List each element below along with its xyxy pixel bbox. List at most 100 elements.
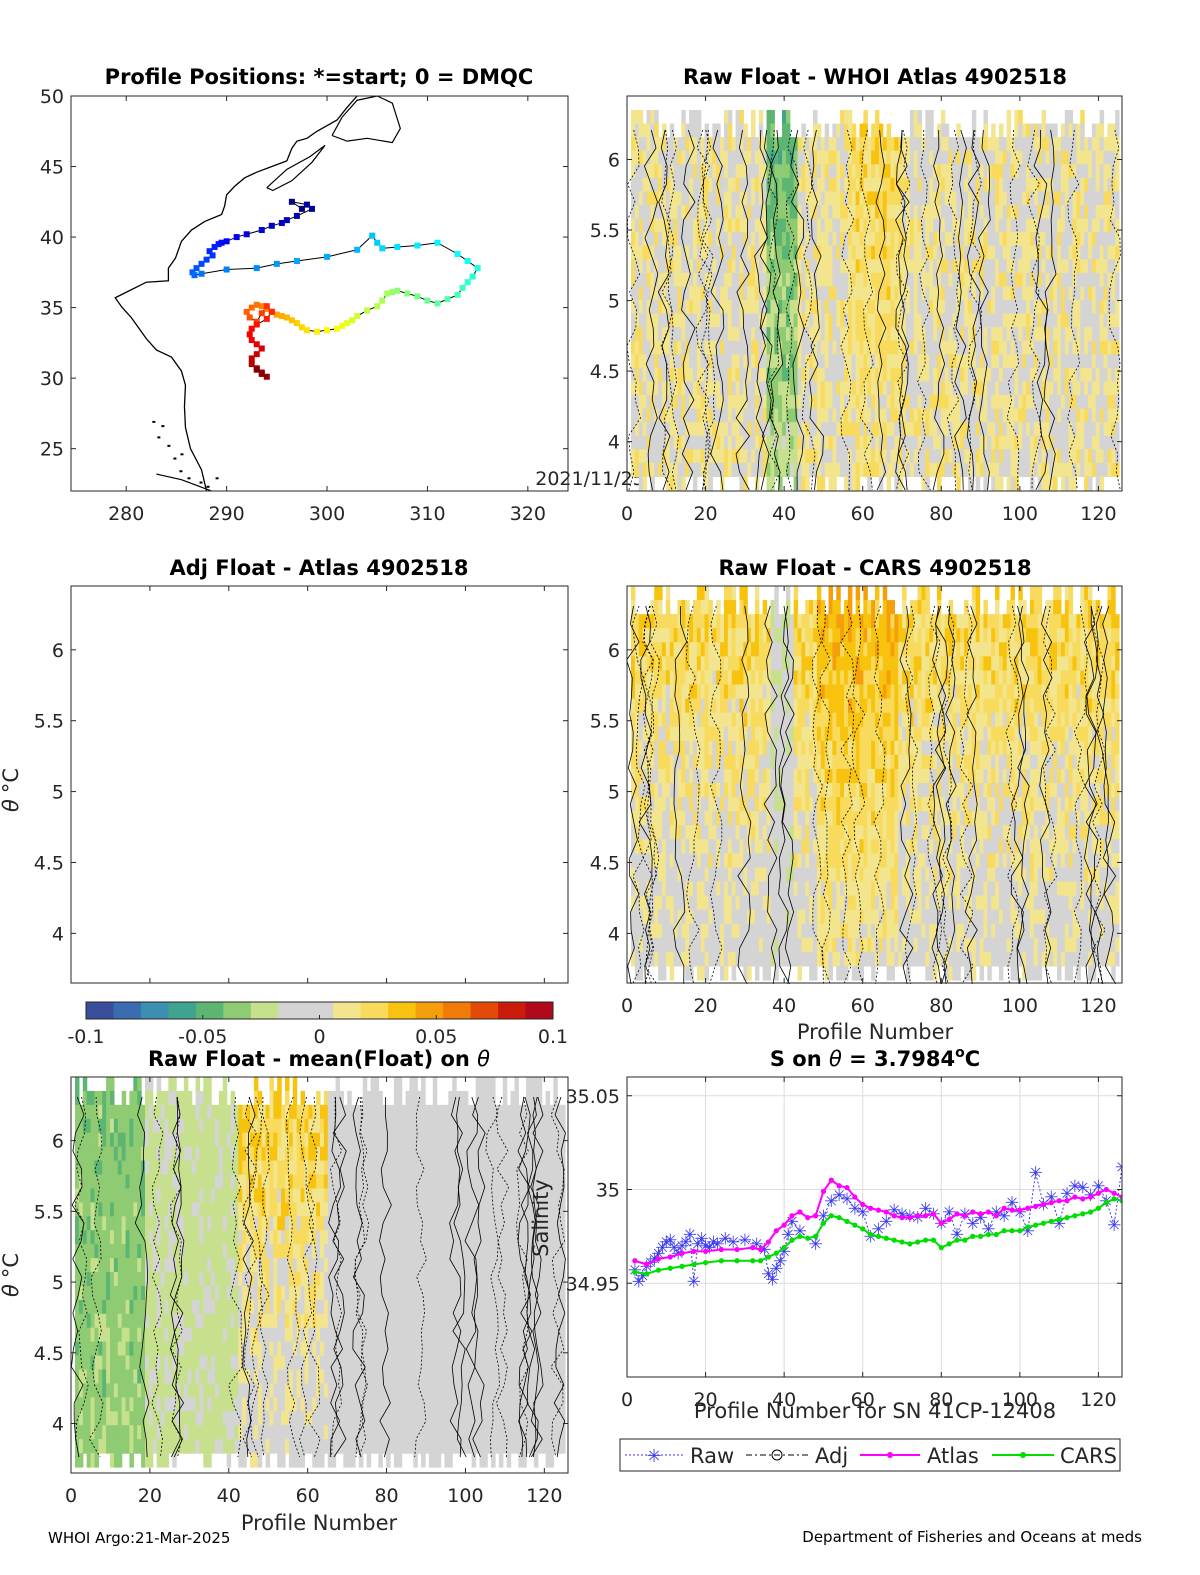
heatmap-cell [844,435,849,450]
heatmap-cell [654,670,659,686]
heatmap-cell [1064,137,1070,152]
heatmap-cell [704,586,710,601]
heatmap-cell [871,327,876,342]
heatmap-cell [836,381,841,396]
heatmap-cell [925,300,930,315]
heatmap-cell [844,164,849,179]
heatmap-cell [658,586,663,601]
heatmap-cell [1095,300,1101,315]
heatmap-cell [1095,408,1101,423]
heatmap-cell [1115,272,1120,288]
heatmap-cell [716,449,721,464]
heatmap-cell [642,923,648,939]
heatmap-cell [735,232,741,247]
heatmap-cell [766,476,772,491]
heatmap-cell [898,449,903,464]
heatmap-cell [936,137,942,152]
heatmap-cell [948,408,954,423]
heatmap-cell [936,123,942,138]
heatmap-cell [743,313,748,328]
heatmap-cell [917,422,923,437]
heatmap-cell [685,656,690,672]
heatmap-cell [638,642,644,657]
heatmap-cell [720,881,725,897]
heatmap-cell [766,839,772,854]
heatmap-cell [816,177,822,193]
heatmap-cell [646,245,651,260]
heatmap-cell [1099,232,1105,247]
heatmap-cell [658,783,663,798]
heatmap-cell [727,232,733,247]
heatmap-cell [1084,286,1089,301]
heatmap-cell [1111,272,1116,288]
heatmap-cell [956,449,961,464]
profile-position [263,373,270,380]
heatmap-cell [886,300,892,315]
heatmap-cell [700,797,706,812]
heatmap-cell [782,272,787,288]
heatmap-cell [723,150,729,165]
heatmap-cell [692,367,698,383]
heatmap-cell [716,853,721,869]
heatmap-cell [720,300,725,315]
heatmap-cell [716,395,721,410]
heatmap-cell [805,354,810,369]
heatmap-cell [964,177,969,193]
heatmap-cell [1014,367,1019,383]
heatmap-cell [751,811,756,826]
heatmap-cell [971,340,977,355]
heatmap-cell [708,191,713,206]
heatmap-cell [727,768,733,784]
heatmap-cell [712,327,717,342]
heatmap-cell [751,218,756,233]
heatmap-cell [731,642,737,657]
heatmap-cell [789,422,795,437]
heatmap-cell [921,300,926,315]
heatmap-cell [774,462,779,478]
heatmap-cell [1064,259,1070,274]
heatmap-cell [979,245,985,260]
heatmap-cell [696,923,702,939]
heatmap-cell [665,137,671,152]
heatmap-cell [708,670,713,686]
heatmap-cell [875,245,880,260]
heatmap-cell [704,614,710,629]
heatmap-cell [1045,476,1050,491]
heatmap-cell [929,232,934,247]
heatmap-cell [1041,110,1047,125]
heatmap-cell [801,881,806,897]
heatmap-cell [774,811,779,826]
heatmap-cell [650,177,655,193]
heatmap-cell [754,726,760,742]
heatmap-cell [785,272,791,288]
heatmap-cell [716,726,721,742]
heatmap-cell [1022,286,1027,301]
heatmap-cell [890,218,895,233]
heatmap-cell [778,327,783,342]
heatmap-cell [673,408,679,423]
heatmap-cell [995,381,1000,396]
heatmap-cell [917,395,923,410]
heatmap-cell [762,670,768,686]
heatmap-cell [793,853,799,869]
heatmap-cell [689,327,694,342]
heatmap-cell [665,740,671,756]
heatmap-cell [774,232,779,247]
heatmap-cell [782,628,787,643]
heatmap-cell [731,670,737,686]
profile-position [444,296,451,303]
heatmap-cell [712,656,717,672]
heatmap-cell [905,286,911,301]
heatmap-cell [758,867,764,883]
heatmap-cell [956,150,961,165]
heatmap-cell [743,435,748,450]
heatmap-cell [692,381,698,396]
heatmap-cell [650,839,655,854]
heatmap-cell [654,205,659,220]
heatmap-cell [948,286,954,301]
heatmap-cell [917,367,923,383]
heatmap-cell [720,684,725,700]
heatmap-cell [642,232,648,247]
heatmap-cell [1088,340,1093,355]
heatmap-cell [1029,137,1035,152]
